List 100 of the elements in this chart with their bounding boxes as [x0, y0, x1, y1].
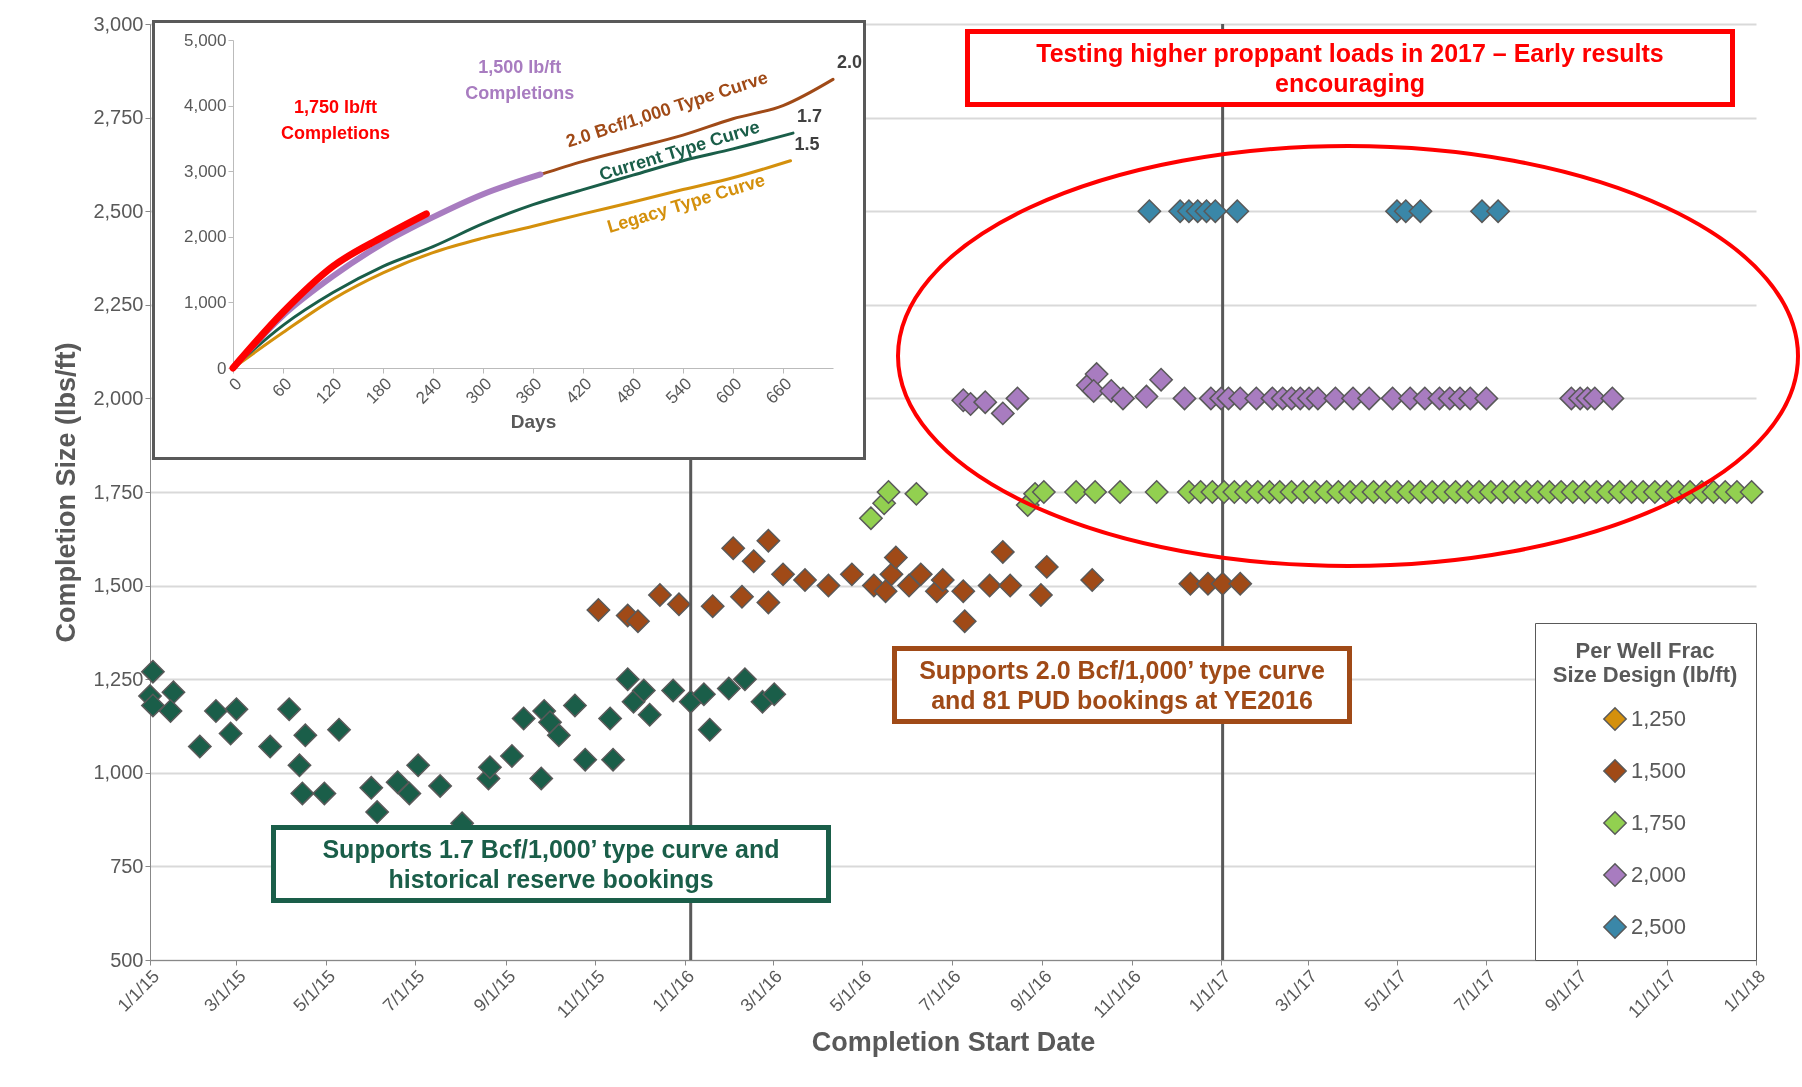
x-axis-title: Completion Start Date	[811, 1026, 1096, 1057]
y-tick-label: 1,000	[183, 292, 227, 312]
point	[529, 766, 554, 791]
point	[904, 481, 929, 506]
point	[158, 699, 183, 723]
point	[732, 667, 757, 692]
legend-label: 1,750	[1631, 810, 1687, 835]
point	[1108, 480, 1132, 504]
point	[1134, 384, 1159, 409]
point	[538, 710, 562, 735]
point	[1034, 554, 1059, 579]
point	[224, 697, 249, 722]
annotation: 2.0	[837, 52, 863, 73]
x-tick-label: 180	[362, 374, 396, 408]
point	[1203, 199, 1228, 224]
point	[277, 697, 302, 722]
legend-title: Per Well Frac Size Design (lb/ft)	[1552, 638, 1738, 687]
y-tick-label: 1,250	[93, 667, 144, 690]
y-tick-label: 750	[110, 854, 144, 877]
point	[258, 734, 283, 759]
x-tick-label: 420	[562, 374, 596, 408]
y-tick-label: 2,250	[93, 293, 144, 316]
y-axis-title: Completion Size (lbs/ft)	[51, 342, 82, 643]
point	[977, 573, 1002, 598]
point	[287, 753, 312, 778]
y-tick-label: 3,000	[93, 12, 144, 35]
point	[990, 539, 1015, 564]
x-tick-label: 660	[762, 374, 796, 408]
point	[161, 680, 186, 705]
point	[879, 562, 904, 587]
callout-box: Supports 1.7 Bcf/1,000’ type curve and historical reserve bookings	[271, 825, 831, 903]
legend-label: 2,000	[1631, 862, 1687, 887]
callout-box: Testing higher proppant loads in 2017 – Early results encouraging	[965, 29, 1735, 107]
point	[1357, 386, 1382, 411]
point	[998, 573, 1023, 598]
x-tick-label: 60	[268, 374, 296, 401]
point	[359, 775, 384, 800]
point	[873, 579, 898, 604]
point	[500, 744, 524, 768]
y-tick-label: 1,000	[93, 761, 144, 784]
point	[397, 781, 422, 806]
text: 1,500 lb/ft Completions	[465, 56, 575, 103]
point	[951, 579, 976, 604]
point	[586, 598, 611, 622]
point	[930, 568, 955, 592]
point	[1083, 480, 1108, 504]
point	[1031, 480, 1056, 504]
y-tick-label: 1,500	[93, 574, 144, 597]
x-tick-label: 480	[612, 374, 646, 408]
point	[908, 562, 933, 587]
point	[839, 562, 864, 587]
point	[218, 721, 243, 746]
x-tick-label: 540	[662, 374, 696, 408]
point	[187, 734, 212, 759]
point	[385, 770, 410, 795]
point	[756, 528, 781, 553]
point	[691, 682, 716, 707]
point	[290, 781, 315, 806]
x-tick-label: 240	[412, 374, 446, 408]
y-tick-label: 4,000	[183, 96, 227, 116]
point	[615, 667, 640, 692]
point	[621, 689, 646, 714]
point	[1474, 386, 1499, 411]
x-tick-label: 600	[712, 374, 746, 408]
y-tick-label: 2,750	[93, 106, 144, 129]
point	[631, 678, 656, 703]
point	[478, 755, 502, 780]
x-tick-label: 360	[512, 374, 546, 408]
x-tick-label: 0	[225, 374, 246, 395]
legend-label: 1,500	[1631, 758, 1687, 783]
point	[756, 590, 781, 615]
point	[365, 800, 390, 825]
point	[1486, 199, 1511, 224]
point	[573, 747, 598, 772]
point	[1080, 568, 1105, 592]
point	[428, 773, 453, 798]
point	[1137, 199, 1162, 224]
x-axis-title: Days	[510, 410, 557, 432]
y-tick-label: 2,000	[183, 227, 227, 247]
text: 1,750 lb/ft Completions	[280, 96, 391, 143]
point	[883, 545, 908, 570]
point	[697, 717, 722, 742]
point	[626, 609, 650, 634]
point	[973, 390, 998, 415]
point	[1600, 386, 1625, 411]
point	[406, 753, 431, 778]
point	[1149, 367, 1174, 392]
point	[1225, 199, 1250, 224]
legend-label: 1,250	[1631, 706, 1687, 731]
point	[762, 682, 787, 707]
y-tick-label: 0	[217, 358, 227, 378]
point	[661, 678, 686, 703]
point	[312, 781, 337, 806]
point	[1111, 386, 1135, 411]
point	[667, 592, 691, 617]
point	[741, 549, 766, 574]
callout-box: Supports 2.0 Bcf/1,000’ type curve and 81 PUD bookings at YE2016	[892, 646, 1352, 724]
y-tick-label: 3,000	[183, 161, 227, 181]
point	[293, 723, 318, 748]
point	[771, 562, 795, 587]
